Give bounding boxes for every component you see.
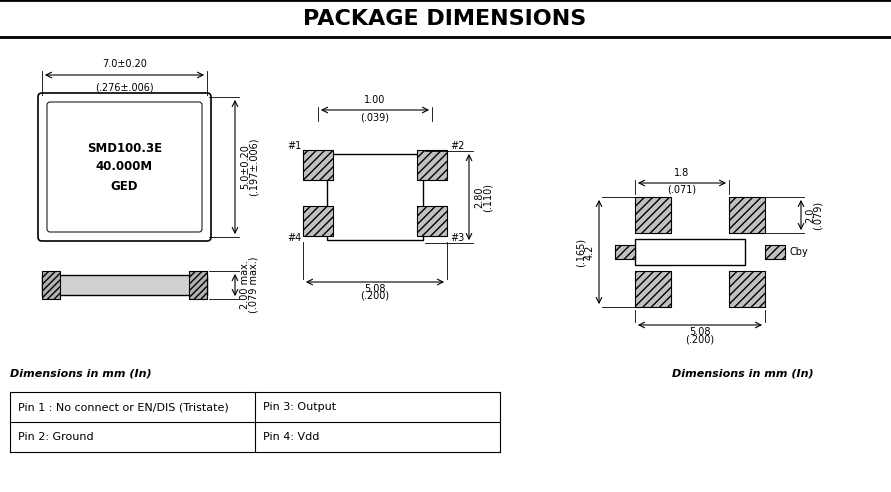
Text: Dimensions in mm (In): Dimensions in mm (In)	[10, 369, 151, 379]
Bar	[327, 154, 423, 240]
FancyBboxPatch shape	[38, 93, 211, 241]
Bar	[417, 150, 447, 180]
Bar	[615, 245, 635, 259]
Text: (.197±.006): (.197±.006)	[249, 138, 259, 196]
Bar	[615, 245, 635, 259]
Text: 1.8: 1.8	[674, 168, 690, 178]
Bar	[635, 271, 671, 307]
Text: #2: #2	[450, 141, 464, 151]
Bar	[189, 271, 207, 299]
Bar	[417, 150, 447, 180]
Bar	[417, 206, 447, 236]
Bar	[635, 239, 745, 265]
Bar	[303, 206, 333, 236]
Text: (.079): (.079)	[813, 200, 823, 230]
Text: Pin 3: Output: Pin 3: Output	[263, 402, 336, 412]
Bar	[635, 197, 671, 233]
Bar	[42, 275, 207, 295]
Text: Dimensions in mm (In): Dimensions in mm (In)	[672, 369, 813, 379]
Bar	[729, 197, 765, 233]
Bar	[635, 197, 671, 233]
Text: (.071): (.071)	[667, 185, 697, 195]
Text: 5.08: 5.08	[690, 327, 711, 337]
Text: Cby: Cby	[789, 247, 808, 257]
Bar	[635, 271, 671, 307]
Text: 2.0: 2.0	[805, 207, 815, 223]
Text: (.110): (.110)	[483, 183, 493, 212]
Text: (.165): (.165)	[576, 238, 586, 267]
Text: SMD100.3E
40.000M
GED: SMD100.3E 40.000M GED	[87, 142, 162, 192]
Text: Pin 4: Vdd: Pin 4: Vdd	[263, 432, 319, 442]
Bar	[42, 271, 60, 299]
Bar	[765, 245, 785, 259]
Text: 2.00 max.: 2.00 max.	[240, 261, 250, 309]
Text: 5.0±0.20: 5.0±0.20	[240, 145, 250, 189]
Bar	[765, 245, 785, 259]
Text: Pin 2: Ground: Pin 2: Ground	[18, 432, 94, 442]
Text: (.276±.006): (.276±.006)	[95, 82, 154, 92]
Bar	[729, 271, 765, 307]
Bar	[729, 197, 765, 233]
FancyBboxPatch shape	[47, 102, 202, 232]
Text: (.039): (.039)	[361, 112, 389, 122]
Bar	[303, 206, 333, 236]
Text: 2.80: 2.80	[474, 186, 484, 208]
Text: (.200): (.200)	[685, 334, 715, 344]
Text: (.079 max.): (.079 max.)	[249, 257, 259, 313]
Text: 5.08: 5.08	[364, 284, 386, 294]
Text: PACKAGE DIMENSIONS: PACKAGE DIMENSIONS	[303, 9, 586, 29]
Text: #4: #4	[288, 233, 302, 243]
Bar	[303, 150, 333, 180]
Text: Pin 1 : No connect or EN/DIS (Tristate): Pin 1 : No connect or EN/DIS (Tristate)	[18, 402, 229, 412]
Text: #1: #1	[288, 141, 302, 151]
Bar	[189, 271, 207, 299]
Text: (.200): (.200)	[361, 291, 389, 301]
Bar	[729, 271, 765, 307]
Bar	[303, 150, 333, 180]
Text: 4.2: 4.2	[585, 245, 595, 260]
Bar	[417, 206, 447, 236]
Text: 7.0±0.20: 7.0±0.20	[102, 59, 147, 69]
Text: 1.00: 1.00	[364, 95, 386, 105]
Text: #3: #3	[450, 233, 464, 243]
Bar	[42, 271, 60, 299]
